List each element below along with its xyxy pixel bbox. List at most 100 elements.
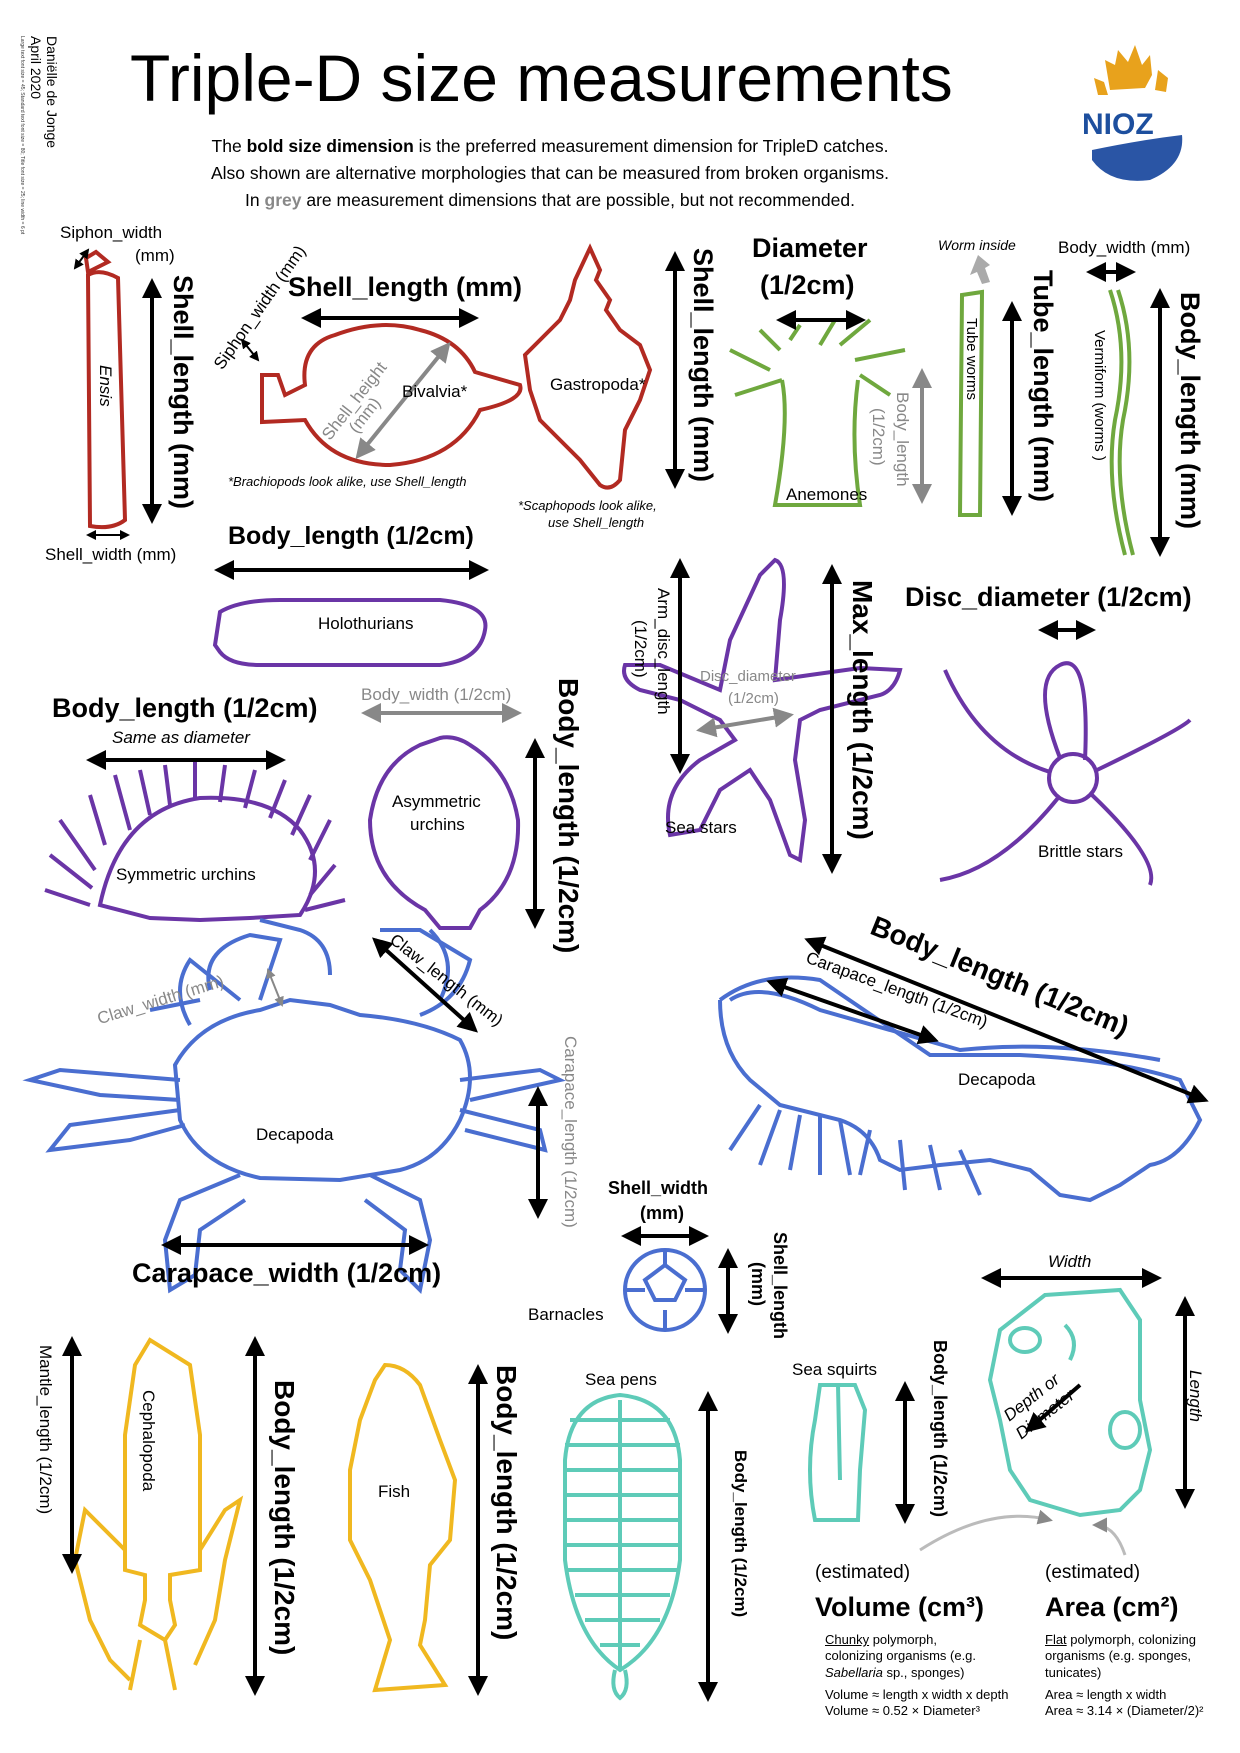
holothurian-body-length-label: Body_length (1/2cm) <box>228 522 474 550</box>
diameter-label: Diameter <box>752 233 868 263</box>
area-pointer <box>1092 1517 1127 1556</box>
scaphopods-note-2: use Shell_length <box>548 515 645 530</box>
worm-body-length-label: Body_length (mm) <box>1175 292 1205 530</box>
holothurians-label: Holothurians <box>318 614 414 633</box>
holothurian-outline <box>212 598 488 667</box>
area-note: Flat polymorph, colonizing organisms (e.… <box>1045 1632 1204 1718</box>
fish-body-length-label: Body_length (1/2cm) <box>491 1365 522 1641</box>
volume-formula-1: Volume ≈ length x width x depth <box>825 1686 1009 1702</box>
flat-word: Flat <box>1045 1632 1067 1647</box>
asymmetric-urchins-label-2: urchins <box>410 815 465 834</box>
barnacle-width-label: Shell_width <box>608 1178 709 1198</box>
carapace-length-grey-label: Carapace_length (1/2cm) <box>561 1036 580 1228</box>
siphon-width-unit: (mm) <box>135 246 175 265</box>
gastropoda-shell-length-label: Shell_length (mm) <box>688 248 718 483</box>
tube-length-label: Tube_length (mm) <box>1028 270 1058 502</box>
intro-text: The bold size dimension is the preferred… <box>211 136 889 210</box>
same-as-diameter-label: Same as diameter <box>112 728 250 747</box>
sea-pen-body-length-label: Body_length (1/2cm) <box>731 1450 750 1618</box>
brittle-stars-label: Brittle stars <box>1038 842 1124 861</box>
claw-width-arrow <box>266 968 284 1007</box>
ensis-siphon-arrow <box>73 248 90 270</box>
sea-star-disc-diameter-unit: (1/2cm) <box>728 690 779 707</box>
nioz-logo-graphic <box>1092 45 1183 181</box>
brachiopods-note: *Brachiopods look alike, use Shell_lengt… <box>228 474 467 489</box>
sea-squirt-body-length-label: Body_length (1/2cm) <box>930 1340 950 1518</box>
volume-estimated-label: (estimated) <box>815 1562 911 1583</box>
claw-length-arrow <box>372 937 478 1033</box>
brittle-star-outline <box>939 661 1192 886</box>
asymmetric-urchin-length-label: Body_length (1/2cm) <box>553 678 584 954</box>
sea-star-disc-diameter-arrow <box>696 707 794 738</box>
brittle-disc-diameter-label: Disc_diameter (1/2cm) <box>905 582 1192 612</box>
max-length-label: Max_length (1/2cm) <box>847 580 878 840</box>
nioz-logo: NIOZ <box>1082 40 1190 190</box>
arm-disc-length-unit: (1/2cm) <box>631 620 650 678</box>
anemone-body-length-unit: (1/2cm) <box>869 408 888 466</box>
bivalvia-siphon-arrow <box>240 338 260 362</box>
anemone-body-length-label: Body_length <box>893 392 912 487</box>
scaphopods-note-1: *Scaphopods look alike, <box>518 498 657 513</box>
sea-star-outline <box>622 557 903 864</box>
asymmetric-urchin-outline <box>367 735 521 930</box>
bivalvia-label: Bivalvia* <box>402 382 468 401</box>
barnacle-outline <box>623 1248 707 1332</box>
ensis-shell-length-label: Shell_length (mm) <box>168 275 198 510</box>
arm-disc-length-label: Arm_disc_length <box>654 588 673 715</box>
area-label: Area (cm²) <box>1045 1592 1179 1622</box>
shrimp-body-length-arrow <box>804 936 1209 1104</box>
tube-worms-label: Tube worms <box>963 318 980 400</box>
bivalvia-outline <box>260 323 523 468</box>
intro-bold: bold size dimension <box>246 136 414 156</box>
colonial-depth-arrow <box>1024 1383 1082 1433</box>
urchin-body-length-label: Body_length (1/2cm) <box>52 693 318 723</box>
sea-stars-label: Sea stars <box>665 818 737 837</box>
carapace-width-label: Carapace_width (1/2cm) <box>132 1258 442 1288</box>
bivalvia-height-arrow <box>355 341 451 460</box>
shrimp-decapoda-label: Decapoda <box>958 1070 1036 1089</box>
logo-text: NIOZ <box>1082 108 1154 141</box>
ensis-label: Ensis <box>96 365 115 407</box>
anemone-outline <box>729 318 906 507</box>
asymmetric-urchin-width-label: Body_width (1/2cm) <box>361 685 512 704</box>
siphon-width-label: Siphon_width <box>60 223 163 242</box>
shell-width-label: Shell_width (mm) <box>45 545 177 564</box>
cephalopod-body-length-label: Body_length (1/2cm) <box>269 1380 300 1656</box>
volume-formula-2: Volume ≈ 0.52 × Diameter³ <box>825 1703 980 1718</box>
sea-pen-outline <box>563 1392 682 1701</box>
shrimp-carapace-length-arrow <box>766 977 939 1045</box>
length-label: Length <box>1186 1370 1205 1422</box>
worm-inside-arrow <box>970 255 990 284</box>
area-estimated-label: (estimated) <box>1045 1562 1141 1583</box>
fish-outline <box>348 1362 458 1693</box>
crab-outline <box>22 918 566 1295</box>
cephalopoda-label: Cephalopoda <box>139 1390 158 1492</box>
bivalvia-shell-length-label: Shell_length (mm) <box>288 272 523 302</box>
vermiform-label: Vermiform (worms ) <box>1091 330 1108 461</box>
area-formula-2: Area ≈ 3.14 × (Diameter/2)² <box>1045 1703 1204 1718</box>
barnacles-label: Barnacles <box>528 1305 604 1324</box>
gastropoda-label: Gastropoda* <box>550 375 646 394</box>
worm-inside-label: Worm inside <box>938 237 1016 253</box>
width-label: Width <box>1048 1252 1092 1271</box>
diameter-unit: (1/2cm) <box>760 270 855 300</box>
colonial-outline <box>987 1287 1153 1518</box>
page-title: Triple-D size measurements <box>130 41 953 115</box>
area-formula-1: Area ≈ length x width <box>1045 1686 1167 1702</box>
volume-label: Volume (cm³) <box>815 1592 985 1622</box>
tube-worm-outline <box>957 289 985 517</box>
mantle-length-label: Mantle_length (1/2cm) <box>36 1345 55 1515</box>
intro-grey: grey <box>264 190 302 210</box>
symmetric-urchins-label: Symmetric urchins <box>116 865 256 884</box>
sea-pens-label: Sea pens <box>585 1370 657 1389</box>
vermiform-outline <box>1108 289 1135 556</box>
symmetric-urchin-outline <box>44 760 346 923</box>
barnacle-length-label: Shell_length <box>770 1232 790 1340</box>
anemones-label: Anemones <box>786 485 868 504</box>
sea-squirt-outline <box>808 1383 868 1522</box>
asymmetric-urchins-label-1: Asymmetric <box>392 792 481 811</box>
chunky-word: Chunky <box>825 1632 870 1647</box>
barnacle-length-unit: (mm) <box>748 1262 768 1306</box>
gastropoda-outline <box>522 243 653 490</box>
